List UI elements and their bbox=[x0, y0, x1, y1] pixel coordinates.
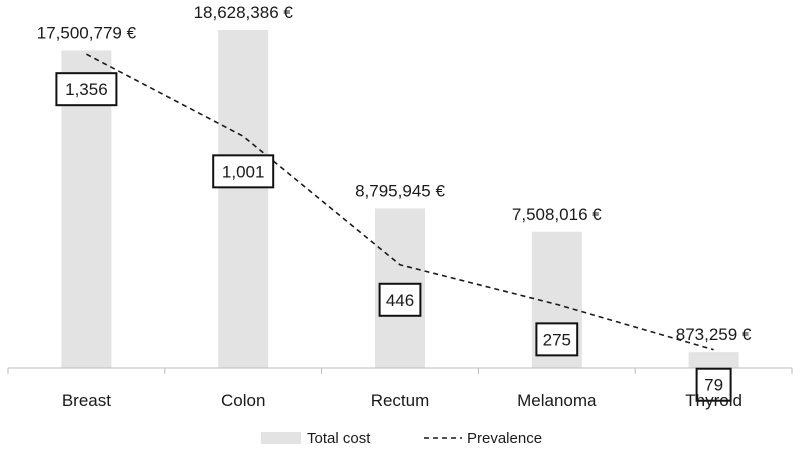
prevalence-label-breast: 1,356 bbox=[55, 72, 118, 107]
prevalence-value: 79 bbox=[704, 376, 723, 395]
cost-label-colon: 18,628,386 € bbox=[194, 3, 294, 22]
prevalence-label-box bbox=[535, 322, 579, 357]
bar-thyroid bbox=[688, 352, 739, 368]
prevalence-label-box bbox=[378, 282, 422, 317]
category-label-thyroid: Thyroid bbox=[685, 391, 742, 410]
legend: Total cost Prevalence bbox=[261, 430, 542, 447]
cost-label-rectum: 8,795,945 € bbox=[355, 181, 445, 200]
category-label-rectum: Rectum bbox=[371, 391, 430, 410]
category-label-colon: Colon bbox=[221, 391, 265, 410]
bar-colon bbox=[218, 30, 269, 368]
legend-swatch-total-cost bbox=[261, 432, 301, 444]
prevalence-label-rectum: 446 bbox=[378, 282, 422, 317]
prevalence-data-labels: 1,356 1,001 446 275 79 bbox=[55, 72, 732, 402]
prevalence-value: 446 bbox=[386, 291, 414, 310]
x-axis-ticks bbox=[7, 368, 793, 374]
cost-data-labels: 17,500,779 € 18,628,386 € 8,795,945 € 7,508… bbox=[37, 3, 752, 344]
prevalence-label-thyroid: 79 bbox=[695, 367, 732, 402]
legend-label-total-cost: Total cost bbox=[307, 430, 371, 447]
prevalence-label-box bbox=[695, 367, 732, 402]
prevalence-value: 1,356 bbox=[65, 80, 108, 99]
prevalence-label-melanoma: 275 bbox=[535, 322, 579, 357]
category-labels: Breast Colon Rectum Melanoma Thyroid bbox=[62, 391, 742, 410]
prevalence-label-box bbox=[55, 72, 118, 107]
legend-label-prevalence: Prevalence bbox=[467, 430, 542, 447]
cost-label-breast: 17,500,779 € bbox=[37, 23, 137, 42]
prevalence-label-box bbox=[212, 154, 275, 189]
category-label-breast: Breast bbox=[62, 391, 111, 410]
cost-label-thyroid: 873,259 € bbox=[676, 325, 752, 344]
prevalence-label-colon: 1,001 bbox=[212, 154, 275, 189]
category-label-melanoma: Melanoma bbox=[517, 391, 597, 410]
cost-label-melanoma: 7,508,016 € bbox=[512, 205, 602, 224]
prevalence-value: 1,001 bbox=[222, 162, 265, 181]
prevalence-value: 275 bbox=[543, 330, 571, 349]
prevalence-line bbox=[86, 53, 714, 351]
